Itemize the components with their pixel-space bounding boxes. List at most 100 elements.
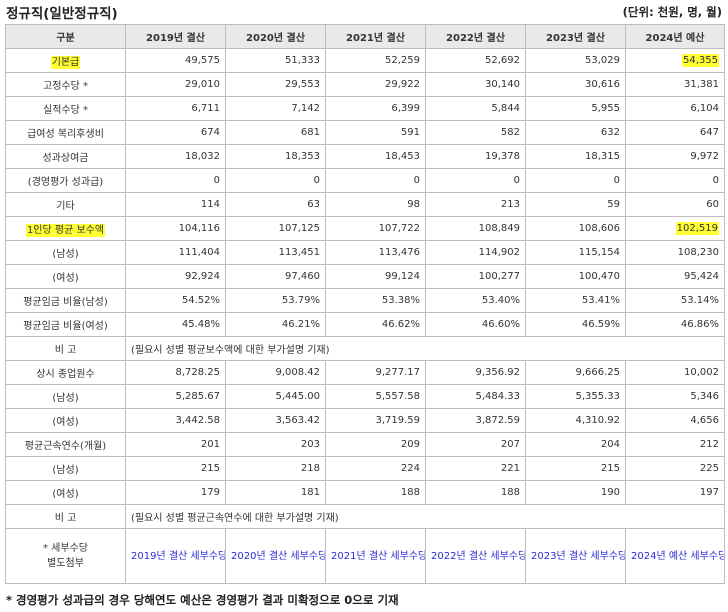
cell-value: 3,719.59	[375, 415, 420, 426]
cell-value: 0	[613, 175, 620, 186]
cell-value: 212	[699, 439, 719, 450]
cell-value: 52,692	[485, 55, 520, 66]
value-cell: 5,557.58	[325, 384, 426, 409]
cell-value: 6,104	[690, 103, 719, 114]
cell-value: 591	[400, 127, 420, 138]
table-row: (남성) 215 218 224 221 215 225	[5, 456, 725, 481]
cell-value: 102,519	[675, 222, 719, 235]
cell-value: 3,563.42	[275, 415, 320, 426]
value-cell: 225	[625, 456, 725, 481]
cell-value: 0	[313, 175, 320, 186]
value-cell: 5,844	[425, 96, 526, 121]
cell-value: 18,032	[185, 151, 220, 162]
row-label-text: 실적수당 *	[43, 105, 88, 116]
value-cell: 203	[225, 432, 326, 457]
table-row: 평균임금 비율(여성) 45.48% 46.21% 46.62% 46.60% 46.59…	[5, 312, 725, 337]
attachment-file-link[interactable]: 2022년 결산 세부수당 명세(일반정규직).pdf	[431, 550, 526, 562]
value-cell: 6,399	[325, 96, 426, 121]
cell-value: 114,902	[478, 247, 520, 258]
cell-value: 111,404	[178, 247, 220, 258]
attachment-file-link[interactable]: 2021년 결산 세부수당 명세(일반정규직).pdf	[331, 550, 426, 562]
value-cell: 204	[525, 432, 626, 457]
cell-value: 46.21%	[281, 319, 320, 330]
cell-value: 29,010	[185, 79, 220, 90]
table-body: 기본급 49,575 51,333 52,259 52,692 53,029 54,355 고…	[5, 48, 725, 584]
value-cell: 29,010	[125, 72, 226, 97]
row-label: 1인당 평균 보수액	[5, 216, 126, 241]
value-cell: 46.86%	[625, 312, 725, 337]
cell-value: 0	[413, 175, 420, 186]
cell-value: 108,230	[677, 247, 719, 258]
value-cell: 54.52%	[125, 288, 226, 313]
value-cell: 221	[425, 456, 526, 481]
cell-value: 0	[213, 175, 220, 186]
column-header: 2024년 예산	[625, 24, 725, 49]
cell-value: 63	[307, 199, 320, 210]
cell-value: 224	[400, 463, 420, 474]
cell-value: 9,277.17	[375, 367, 420, 378]
cell-value: 681	[300, 127, 320, 138]
attachment-cell: 2022년 결산 세부수당 명세(일반정규직).pdf	[425, 528, 526, 584]
value-cell: 632	[525, 120, 626, 145]
value-cell: 114,902	[425, 240, 526, 265]
row-label: 평균임금 비율(남성)	[5, 288, 126, 313]
attachment-label-line: * 세부수당	[43, 543, 88, 554]
table-row: 평균임금 비율(남성) 54.52% 53.79% 53.38% 53.40% 53.41…	[5, 288, 725, 313]
cell-value: 51,333	[285, 55, 320, 66]
footnote: * 경영평가 성과급의 경우 당해연도 예산은 경영평가 결과 미확정으로 0으…	[6, 593, 399, 607]
cell-value: 5,445.00	[275, 391, 320, 402]
value-cell: 107,125	[225, 216, 326, 241]
value-cell: 9,666.25	[525, 360, 626, 385]
cell-value: 632	[600, 127, 620, 138]
value-cell: 19,378	[425, 144, 526, 169]
table-row: 성과상여금 18,032 18,353 18,453 19,378 18,315 9,972	[5, 144, 725, 169]
cell-value: 0	[712, 175, 719, 186]
value-cell: 99,124	[325, 264, 426, 289]
cell-value: 0	[513, 175, 520, 186]
value-cell: 7,142	[225, 96, 326, 121]
value-cell: 582	[425, 120, 526, 145]
table-row: 급여성 복리후생비 674 681 591 582 632 647	[5, 120, 725, 145]
table-row: 비 고 (필요시 성별 평균근속연수에 대한 부가설명 기재)	[5, 504, 725, 529]
row-label: (남성)	[5, 384, 126, 409]
table-header-row: 구분 2019년 결산 2020년 결산 2021년 결산 2022년 결산 2…	[5, 24, 725, 49]
cell-value: 60	[706, 199, 719, 210]
value-cell: 0	[125, 168, 226, 193]
table-row: 상시 종업원수 8,728.25 9,008.42 9,277.17 9,356.92 9…	[5, 360, 725, 385]
cell-value: 19,378	[485, 151, 520, 162]
cell-value: 218	[300, 463, 320, 474]
value-cell: 5,355.33	[525, 384, 626, 409]
value-cell: 111,404	[125, 240, 226, 265]
title-row: 정규직(일반정규직) (단위: 천원, 명, 월)	[0, 0, 728, 24]
value-cell: 3,442.58	[125, 408, 226, 433]
value-cell: 18,453	[325, 144, 426, 169]
value-cell: 8,728.25	[125, 360, 226, 385]
value-cell: 46.60%	[425, 312, 526, 337]
cell-value: 46.60%	[481, 319, 520, 330]
attachment-file-link[interactable]: 2024년 예산 세부수당 명세(일반정규직).pdf	[631, 550, 725, 562]
value-cell: 53.40%	[425, 288, 526, 313]
value-cell: 188	[425, 480, 526, 505]
column-header: 2020년 결산	[225, 24, 326, 49]
row-label-text: (여성)	[52, 273, 79, 284]
value-cell: 29,922	[325, 72, 426, 97]
attachment-file-link[interactable]: 2019년 결산 세부수당 명세(일반정규직).pdf	[131, 550, 226, 562]
cell-value: 30,140	[485, 79, 520, 90]
table-row: 평균근속연수(개월) 201 203 209 207 204 212	[5, 432, 725, 457]
cell-value: 3,872.59	[475, 415, 520, 426]
cell-value: 114	[200, 199, 220, 210]
value-cell: 108,849	[425, 216, 526, 241]
value-cell: 207	[425, 432, 526, 457]
value-cell: 108,606	[525, 216, 626, 241]
table-row: 기타 114 63 98 213 59 60	[5, 192, 725, 217]
cell-value: 179	[200, 487, 220, 498]
value-cell: 31,381	[625, 72, 725, 97]
row-label: 비 고	[5, 336, 126, 361]
row-label: 상시 종업원수	[5, 360, 126, 385]
cell-value: 4,656	[690, 415, 719, 426]
column-header: 2023년 결산	[525, 24, 626, 49]
row-label-text: 1인당 평균 보수액	[25, 224, 106, 237]
attachment-file-link[interactable]: 2023년 결산 세부수당 명세(일반정규직).pdf	[531, 550, 626, 562]
row-label: 평균임금 비율(여성)	[5, 312, 126, 337]
attachment-file-link[interactable]: 2020년 결산 세부수당 명세(일반정규직).pdf	[231, 550, 326, 562]
